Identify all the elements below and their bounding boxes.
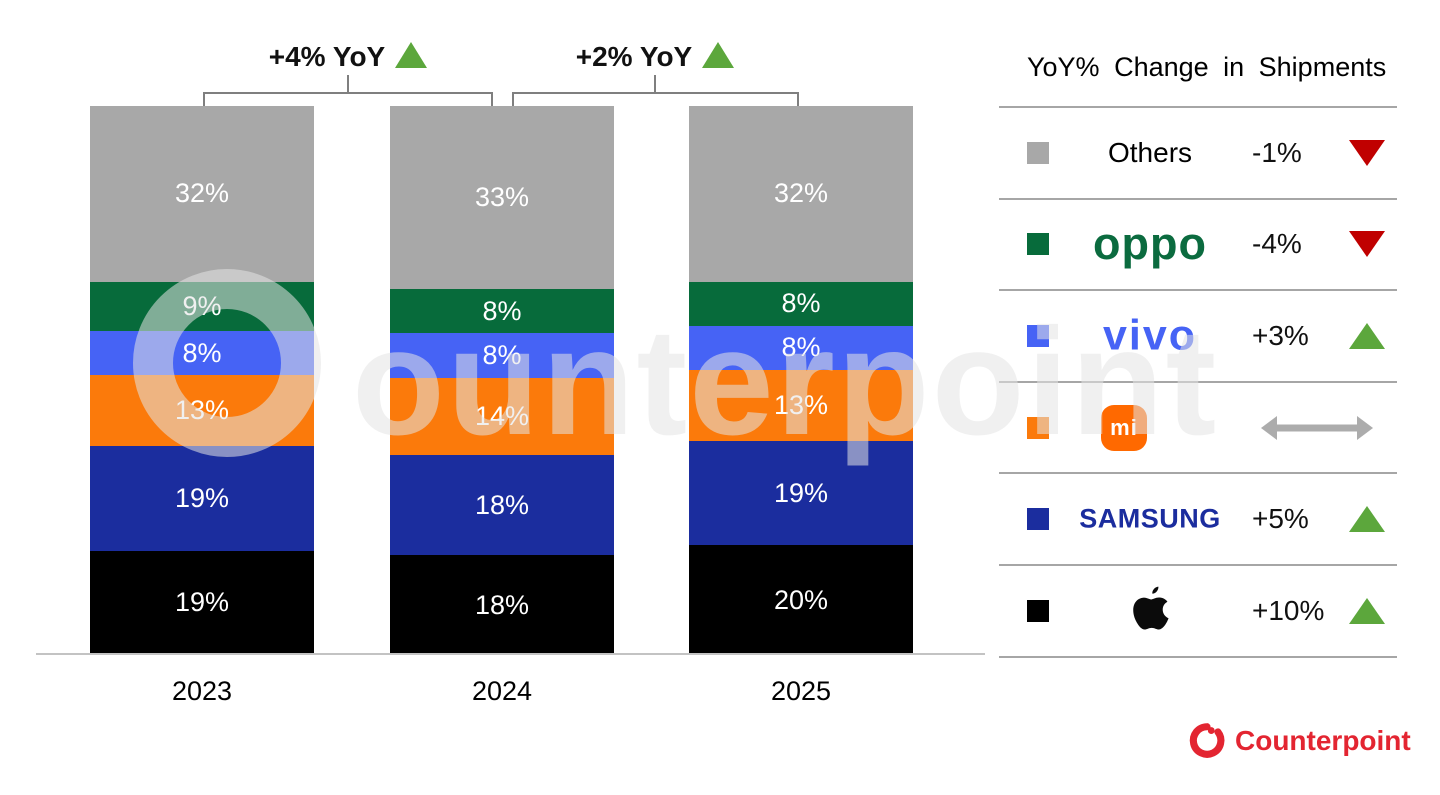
segment-value-label: 19% <box>174 587 230 618</box>
stacked-bar-2023: 19% 19% 13% 8% 9% 32% <box>90 106 314 655</box>
bar-segment-oppo-2025: 8% <box>689 281 913 326</box>
color-swatch-others <box>1027 141 1049 164</box>
down-triangle-icon <box>1349 139 1385 166</box>
up-triangle-icon <box>702 42 735 68</box>
legend-row-others: Others -1% <box>999 106 1397 198</box>
legend-row-samsung: SAMSUNG +5% <box>999 472 1397 564</box>
xiaomi-logo: mi <box>1101 404 1147 451</box>
bar-segment-samsung-2023: 19% <box>90 446 314 551</box>
bar-segment-vivo-2025: 8% <box>689 325 913 370</box>
segment-value-label: 13% <box>773 389 829 420</box>
segment-value-label: 13% <box>174 395 230 426</box>
vivo-logo: vivo <box>1102 311 1198 360</box>
bar-segment-samsung-2025: 19% <box>689 440 913 546</box>
x-axis-label-2024: 2024 <box>471 676 533 706</box>
bar-segment-xiaomi-2025: 13% <box>689 369 913 441</box>
yoy-label-2023-2024: +4% YoY <box>218 40 478 74</box>
legend-row-xiaomi: mi <box>999 380 1397 473</box>
yoy-change-apple: +10% <box>1252 594 1325 626</box>
up-triangle-icon <box>1349 322 1385 349</box>
legend-row-apple: +10% <box>999 563 1397 656</box>
yoy-change-vivo: +3% <box>1252 319 1309 351</box>
segment-value-label: 20% <box>773 584 829 615</box>
legend-row-vivo: vivo +3% <box>999 289 1397 381</box>
x-axis-label-2025: 2025 <box>770 676 832 706</box>
stacked-bar-2025: 20% 19% 13% 8% 8% 32% <box>689 106 913 655</box>
bar-segment-xiaomi-2023: 13% <box>90 375 314 447</box>
bar-segment-oppo-2024: 8% <box>390 289 614 334</box>
yoy-label-2024-2025: +2% YoY <box>525 40 785 74</box>
segment-value-label: 18% <box>474 489 530 520</box>
bar-segment-oppo-2023: 9% <box>90 281 314 332</box>
segment-value-label: 19% <box>773 477 829 508</box>
yoy-label-text: +4% YoY <box>268 41 386 72</box>
segment-value-label: 8% <box>482 340 522 371</box>
flat-arrow-icon <box>1261 415 1373 440</box>
counterpoint-logo: Counterpoint <box>1188 720 1411 762</box>
yoy-bracket-2023-2024 <box>203 92 493 106</box>
segment-value-label: 32% <box>174 178 230 209</box>
counterpoint-wordmark: Counterpoint <box>1235 725 1411 756</box>
oppo-logo: oppo <box>1093 218 1207 270</box>
up-triangle-icon <box>1349 506 1385 533</box>
samsung-logo: SAMSUNG <box>1079 503 1221 534</box>
yoy-label-text: +2% YoY <box>575 41 693 72</box>
up-triangle-icon <box>395 42 428 68</box>
bar-segment-xiaomi-2024: 14% <box>390 377 614 456</box>
yoy-change-oppo: -4% <box>1252 228 1302 260</box>
baseline-axis <box>36 653 985 655</box>
bar-segment-others-2024: 33% <box>390 106 614 290</box>
up-triangle-icon <box>1349 597 1385 624</box>
bar-segment-vivo-2023: 8% <box>90 331 314 376</box>
xiaomi-logo-text: mi <box>1110 414 1138 440</box>
color-swatch-samsung <box>1027 508 1049 531</box>
color-swatch-xiaomi <box>1027 416 1049 439</box>
apple-logo <box>1132 586 1169 630</box>
segment-value-label: 8% <box>781 288 821 319</box>
bar-segment-samsung-2024: 18% <box>390 455 614 556</box>
legend-rows: Others -1% oppo -4% vivo +3% mi <box>999 106 1397 658</box>
segment-value-label: 9% <box>182 290 222 321</box>
yoy-bracket-stem <box>654 75 656 93</box>
color-swatch-apple <box>1027 599 1049 622</box>
segment-value-label: 8% <box>482 295 522 326</box>
yoy-bracket-stem <box>347 75 349 93</box>
bar-segment-apple-2025: 20% <box>689 545 913 655</box>
segment-value-label: 32% <box>773 178 829 209</box>
segment-value-label: 19% <box>174 483 230 514</box>
yoy-change-others: -1% <box>1252 136 1302 168</box>
others-label: Others <box>1107 136 1193 168</box>
yoy-change-samsung: +5% <box>1252 503 1309 535</box>
x-axis-label-2023: 2023 <box>171 676 233 706</box>
segment-value-label: 18% <box>474 589 530 620</box>
legend-panel: YoY% Change in Shipments Others -1% oppo… <box>999 52 1397 658</box>
segment-value-label: 8% <box>781 332 821 363</box>
segment-value-label: 14% <box>474 401 530 432</box>
bar-segment-others-2023: 32% <box>90 106 314 282</box>
color-swatch-vivo <box>1027 324 1049 347</box>
stacked-bar-2024: 18% 18% 14% 8% 8% 33% <box>390 106 614 655</box>
legend-row-oppo: oppo -4% <box>999 197 1397 290</box>
counterpoint-logo-icon <box>1189 723 1225 758</box>
legend-title: YoY% Change in Shipments <box>1027 52 1387 82</box>
down-triangle-icon <box>1349 231 1385 258</box>
bar-segment-apple-2023: 19% <box>90 550 314 655</box>
yoy-bracket-2024-2025 <box>512 92 799 106</box>
bar-segment-vivo-2024: 8% <box>390 333 614 378</box>
segment-value-label: 8% <box>182 337 222 368</box>
color-swatch-oppo <box>1027 233 1049 256</box>
bar-segment-apple-2024: 18% <box>390 555 614 655</box>
bar-segment-others-2025: 32% <box>689 106 913 282</box>
segment-value-label: 33% <box>474 182 530 213</box>
